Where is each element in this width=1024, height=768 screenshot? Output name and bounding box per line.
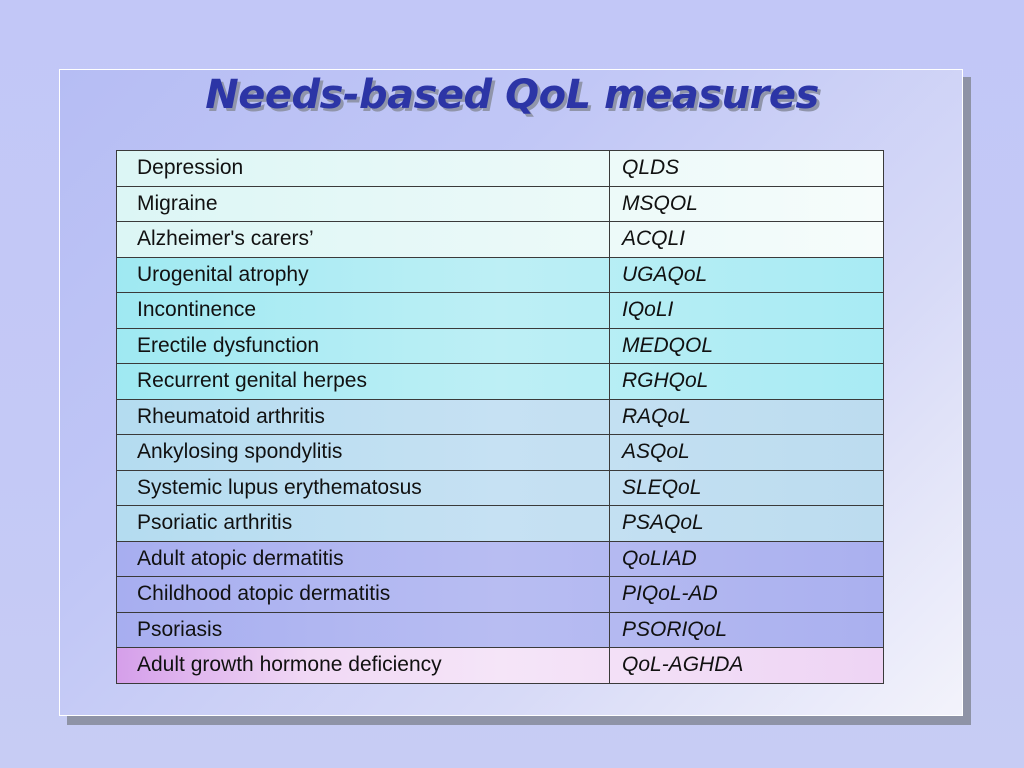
table-row: Adult growth hormone deficiency QoL-AGHD… — [116, 647, 884, 684]
measure-cell: QLDS — [609, 150, 884, 187]
condition-cell: Incontinence — [116, 292, 610, 329]
table-row: Erectile dysfunction MEDQOL — [116, 327, 884, 364]
measure-cell: PSORIQoL — [609, 611, 884, 648]
condition-cell: Psoriatic arthritis — [116, 505, 610, 542]
measure-cell: PIQoL-AD — [609, 576, 884, 613]
measure-cell: UGAQoL — [609, 256, 884, 293]
table-row: Alzheimer's carers’ ACQLI — [116, 221, 884, 258]
table-row: Psoriasis PSORIQoL — [116, 611, 884, 648]
condition-cell: Psoriasis — [116, 611, 610, 648]
table-row: Urogenital atrophy UGAQoL — [116, 256, 884, 293]
condition-cell: Systemic lupus erythematosus — [116, 469, 610, 506]
table-row: Psoriatic arthritis PSAQoL — [116, 505, 884, 542]
measure-cell: PSAQoL — [609, 505, 884, 542]
condition-cell: Recurrent genital herpes — [116, 363, 610, 400]
table-row: Recurrent genital herpes RGHQoL — [116, 363, 884, 400]
measure-cell: MSQOL — [609, 185, 884, 222]
measure-cell: RAQoL — [609, 398, 884, 435]
table-row: Ankylosing spondylitis ASQoL — [116, 434, 884, 471]
table-row: Adult atopic dermatitis QoLIAD — [116, 540, 884, 577]
table-row: Systemic lupus erythematosus SLEQoL — [116, 469, 884, 506]
measure-cell: ASQoL — [609, 434, 884, 471]
table-row: Incontinence IQoLI — [116, 292, 884, 329]
qol-measures-table: Depression QLDS Migraine MSQOL Alzheimer… — [116, 150, 884, 684]
condition-cell: Alzheimer's carers’ — [116, 221, 610, 258]
table-row: Depression QLDS — [116, 150, 884, 187]
condition-cell: Childhood atopic dermatitis — [116, 576, 610, 613]
condition-cell: Erectile dysfunction — [116, 327, 610, 364]
condition-cell: Ankylosing spondylitis — [116, 434, 610, 471]
measure-cell: RGHQoL — [609, 363, 884, 400]
measure-cell: MEDQOL — [609, 327, 884, 364]
condition-cell: Adult atopic dermatitis — [116, 540, 610, 577]
slide-title: Needs-based QoL measures — [205, 72, 819, 118]
condition-cell: Depression — [116, 150, 610, 187]
condition-cell: Urogenital atrophy — [116, 256, 610, 293]
condition-cell: Migraine — [116, 185, 610, 222]
measure-cell: SLEQoL — [609, 469, 884, 506]
measure-cell: QoL-AGHDA — [609, 647, 884, 684]
measure-cell: QoLIAD — [609, 540, 884, 577]
condition-cell: Adult growth hormone deficiency — [116, 647, 610, 684]
measure-cell: IQoLI — [609, 292, 884, 329]
table-row: Migraine MSQOL — [116, 185, 884, 222]
condition-cell: Rheumatoid arthritis — [116, 398, 610, 435]
table-row: Rheumatoid arthritis RAQoL — [116, 398, 884, 435]
measure-cell: ACQLI — [609, 221, 884, 258]
table-row: Childhood atopic dermatitis PIQoL-AD — [116, 576, 884, 613]
